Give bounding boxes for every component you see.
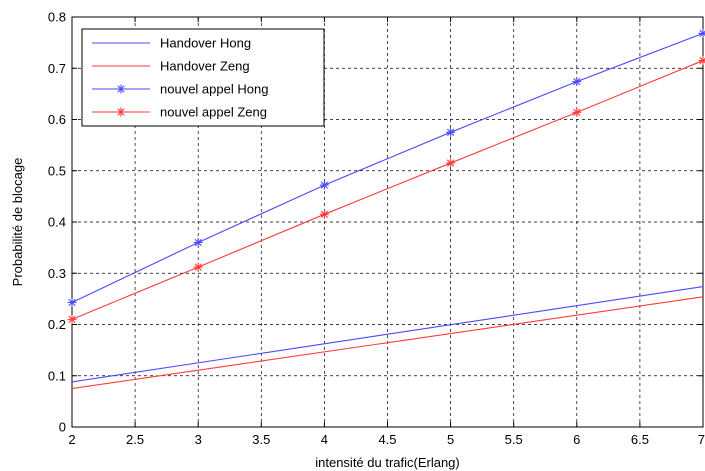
legend-item: nouvel appel Zeng <box>92 105 267 120</box>
series-1 <box>71 296 704 390</box>
star-marker-stroke <box>699 57 705 65</box>
legend-item: nouvel appel Hong <box>92 82 268 97</box>
star-marker-stroke <box>194 238 202 247</box>
y-tick-label: 0 <box>59 420 66 435</box>
y-tick-label: 0.7 <box>48 61 66 76</box>
legend-box <box>81 28 325 127</box>
x-axis-label: intensité du trafic(Erlang) <box>315 455 460 470</box>
x-tick-label: 6.5 <box>631 432 649 447</box>
star-marker-stroke <box>573 108 581 116</box>
x-tick-label: 4 <box>321 432 328 447</box>
x-tick-label: 2 <box>68 432 75 447</box>
x-tick-label: 7 <box>698 432 705 447</box>
series-0 <box>71 286 704 383</box>
star-marker-stroke <box>117 108 125 116</box>
legend-label: nouvel appel Hong <box>160 82 268 97</box>
data-point <box>67 314 77 324</box>
data-point <box>698 56 705 66</box>
legend-label: Handover Zeng <box>160 59 250 74</box>
data-point <box>319 209 329 219</box>
star-marker-stroke <box>320 181 329 189</box>
series-line <box>71 60 704 320</box>
x-tick-label: 3.5 <box>252 432 270 447</box>
series-3 <box>67 56 705 324</box>
series-group <box>67 28 705 390</box>
y-tick-label: 0.8 <box>48 10 66 25</box>
series-2 <box>67 28 705 307</box>
y-axis-label: Probabilité de blocage <box>10 158 25 287</box>
y-tick-label: 0.3 <box>48 266 66 281</box>
y-tick-label: 0.6 <box>48 112 66 127</box>
y-tick-label: 0.2 <box>48 317 66 332</box>
y-tick-label: 0.1 <box>48 368 66 383</box>
x-tick-label: 4.5 <box>378 432 396 447</box>
data-point <box>572 77 582 87</box>
star-marker-stroke <box>573 77 581 86</box>
legend: Handover Hong Handover Zeng nouvel appel H… <box>81 28 325 127</box>
ticks: 2 2.5 3 3.5 4 4.5 5 5.5 6 6.5 7 0 0.1 0.2 0.3 0.4 0.5 0.6… <box>48 10 705 448</box>
data-point <box>446 158 456 168</box>
star-marker-stroke <box>68 298 76 307</box>
x-tick-label: 3 <box>195 432 202 447</box>
data-point <box>572 107 582 117</box>
legend-item: Handover Zeng <box>92 59 250 74</box>
x-tick-label: 5.5 <box>505 432 523 447</box>
x-tick-label: 5 <box>447 432 454 447</box>
series-line <box>71 286 704 383</box>
legend-label: Handover Hong <box>160 36 251 51</box>
star-marker-stroke <box>68 315 76 324</box>
x-tick-label: 6 <box>573 432 580 447</box>
y-tick-label: 0.5 <box>48 163 66 178</box>
star-marker-stroke <box>446 159 455 167</box>
series-line <box>71 32 704 303</box>
star-marker-stroke <box>446 128 455 136</box>
y-tick-label: 0.4 <box>48 215 66 230</box>
star-marker-stroke <box>320 210 329 218</box>
x-tick-label: 2.5 <box>126 432 144 447</box>
star-marker-stroke <box>117 85 125 93</box>
data-point <box>193 262 203 272</box>
data-point <box>698 28 705 38</box>
data-point <box>446 127 456 137</box>
star-marker-stroke <box>194 263 202 271</box>
star-marker-stroke <box>699 30 705 38</box>
data-point <box>67 297 77 307</box>
data-point <box>193 238 203 247</box>
legend-item: Handover Hong <box>92 36 251 51</box>
series-line <box>71 296 704 390</box>
data-point <box>319 180 329 190</box>
legend-label: nouvel appel Zeng <box>160 105 267 120</box>
